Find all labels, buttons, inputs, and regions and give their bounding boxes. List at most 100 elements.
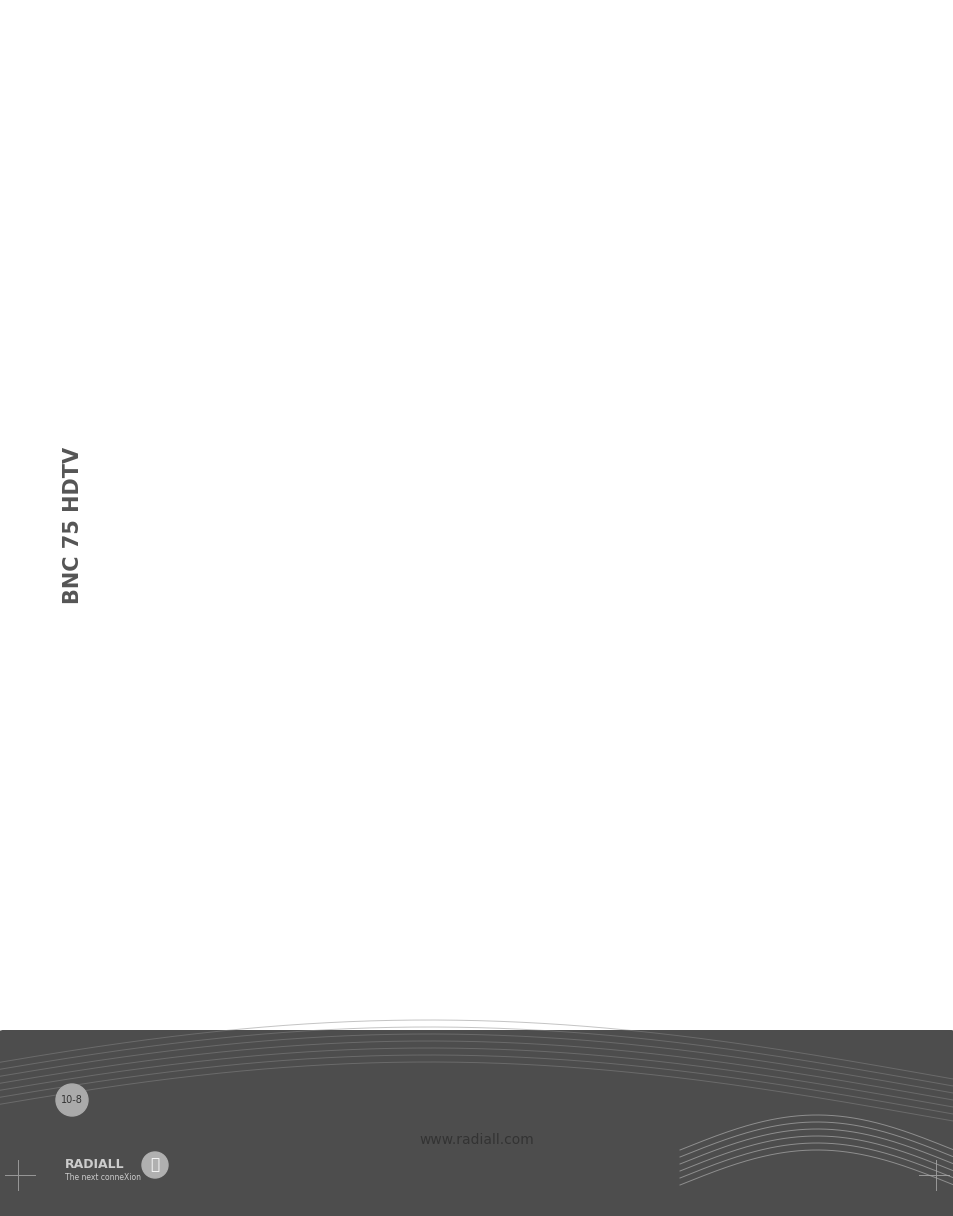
Bar	[341, 182, 538, 248]
Text: Intermateable with 50Ω and 75Ω standard BNC connectors: Intermateable with 50Ω and 75Ω standard …	[513, 378, 780, 388]
Bar	[132, 372, 361, 394]
Bar	[361, 372, 931, 394]
Bar	[361, 512, 931, 533]
Bar	[361, 492, 931, 512]
Bar	[361, 416, 931, 437]
Text: The next conneXion: The next conneXion	[65, 1173, 141, 1182]
Bar	[132, 694, 296, 714]
Text: 13.6 N: 13.6 N	[632, 422, 661, 430]
Text: Brass: Brass	[402, 719, 426, 727]
Bar	[735, 182, 931, 248]
Text: Brass: Brass	[402, 754, 426, 764]
Bar	[296, 769, 532, 786]
Bar	[332, 630, 931, 651]
Text: ELECTRICAL CHARACTERISTICS: ELECTRICAL CHARACTERISTICS	[132, 118, 445, 136]
Text: Working voltage: Working voltage	[137, 253, 211, 261]
Text: Gasket: Gasket	[137, 790, 168, 799]
Text: Body: Body	[137, 719, 159, 727]
Bar	[132, 437, 361, 456]
Bar	[132, 596, 332, 630]
Text: MATERIALS and PLATING: MATERIALS and PLATING	[132, 668, 381, 686]
Text: 1000 cycles: 1000 cycles	[619, 400, 674, 410]
Bar	[132, 60, 427, 98]
Bar	[532, 769, 731, 786]
Text: Vibration: Vibration	[137, 518, 178, 527]
Text: BNC 75 HDTV: BNC 75 HDTV	[63, 446, 83, 603]
Bar	[361, 437, 931, 456]
Text: MIL STD 202, Meth. 106
CECC 22000 paragraph 4.6.6: MIL STD 202, Meth. 106 CECC 22000 paragr…	[566, 603, 697, 624]
Text: 3 – 6 GHz
1.08
1.25
1.12: 3 – 6 GHz 1.08 1.25 1.12	[811, 193, 854, 237]
Text: 1.5 – 3 GHz
1.05
1.12
1.07: 1.5 – 3 GHz 1.05 1.12 1.07	[611, 193, 662, 237]
Text: www.radiall.com: www.radiall.com	[419, 1133, 534, 1147]
Text: 75Ω: 75Ω	[627, 169, 645, 178]
Text: DC – 6 GHz (optimized at 3 GHz): DC – 6 GHz (optimized at 3 GHz)	[562, 151, 710, 159]
Bar	[132, 416, 361, 437]
Text: 10 N max: 10 N max	[624, 497, 668, 507]
Text: Silicone Rubber: Silicone Rubber	[378, 790, 450, 799]
Bar	[296, 732, 532, 750]
Text: Engagement force: Engagement force	[137, 422, 220, 430]
Bar	[132, 285, 341, 328]
Text: MECHANICAL CHARACTERISTICS: MECHANICAL CHARACTERISTICS	[132, 347, 456, 364]
Bar	[332, 576, 931, 596]
Bar	[341, 266, 931, 285]
Text: 10-8: 10-8	[61, 1094, 83, 1105]
Bar	[532, 732, 731, 750]
Bar	[132, 630, 332, 651]
Bar	[132, 512, 361, 533]
Text: Long life duration (mating endurance): Long life duration (mating endurance)	[137, 400, 310, 410]
Text: Platings: Platings	[611, 699, 652, 709]
Text: 28.6 N.cm: 28.6 N.cm	[623, 441, 669, 450]
Text: Dielectric withstanding voltage: Dielectric withstanding voltage	[137, 270, 278, 280]
Text: Corrosion resistance: Corrosion resistance	[137, 636, 229, 644]
Bar	[532, 786, 731, 804]
Bar	[341, 285, 931, 328]
Text: Impedance: Impedance	[137, 169, 187, 178]
Text: 1500 Vrms: 1500 Vrms	[612, 270, 660, 280]
Text: ENVIRONMENTAL CHARACTERISTICS: ENVIRONMENTAL CHARACTERISTICS	[132, 550, 497, 568]
Text: Materials: Materials	[390, 699, 438, 709]
Text: RF Leakage @ 1 GHz
RF Leakage @ 3 GHz
RF Leakage @ 6 GHz: RF Leakage @ 1 GHz RF Leakage @ 3 GHz RF…	[137, 289, 231, 322]
Bar	[132, 714, 296, 732]
Text: Coupling nut retention force: Coupling nut retention force	[137, 469, 265, 479]
Text: -65°C + 165°C: -65°C + 165°C	[598, 581, 664, 591]
Bar	[132, 266, 341, 285]
Bar	[332, 596, 931, 630]
Text: NPGR/BBR/Nickel: NPGR/BBR/Nickel	[593, 719, 670, 727]
Circle shape	[142, 1152, 168, 1178]
Text: MIL STD 202, Meth. 101 cond B (48 hours salt spray): MIL STD 202, Meth. 101 cond B (48 hours …	[513, 636, 750, 644]
Bar	[296, 750, 532, 769]
Text: Brass or Beryllium copper: Brass or Beryllium copper	[355, 737, 473, 745]
Text: Frequency range: Frequency range	[137, 151, 213, 159]
Bar	[132, 750, 296, 769]
Circle shape	[56, 1083, 88, 1116]
Text: Moisture resistance: Moisture resistance	[137, 608, 225, 618]
Bar	[296, 786, 532, 804]
Bar	[132, 786, 296, 804]
Bar	[132, 576, 332, 596]
Bar	[0, 1030, 953, 1216]
Bar	[132, 164, 341, 182]
Bar	[132, 248, 341, 266]
Bar	[532, 694, 731, 714]
Bar	[296, 714, 532, 732]
Bar	[361, 394, 931, 416]
Text: 75 dB
60 dB
50 dB: 75 dB 60 dB 50 dB	[623, 289, 649, 322]
Text: Insulator: Insulator	[137, 772, 176, 782]
Text: Temperature range: Temperature range	[137, 581, 223, 591]
Bar	[132, 492, 361, 512]
Polygon shape	[0, 0, 953, 1030]
Text: CHARACTERISTICS: CHARACTERISTICS	[193, 71, 365, 88]
Text: Ⓡ: Ⓡ	[151, 1158, 159, 1172]
Bar	[361, 456, 931, 492]
Text: Axial force: 450 N
Bending stress: 1000 N.cm: Axial force: 450 N Bending stress: 1000 …	[585, 463, 707, 484]
Text: Center contact: Center contact	[137, 737, 204, 745]
Bar	[341, 164, 931, 182]
Text: NPGR: NPGR	[618, 754, 644, 764]
Text: Center contact insertion force: Center contact insertion force	[137, 497, 273, 507]
Bar	[132, 456, 361, 492]
Text: Mating torque (bayonet): Mating torque (bayonet)	[137, 441, 248, 450]
Bar	[132, 146, 341, 164]
Text: MIL STD 202 Meth.204 cond B: MIL STD 202 Meth.204 cond B	[578, 518, 714, 527]
Bar	[538, 182, 735, 248]
